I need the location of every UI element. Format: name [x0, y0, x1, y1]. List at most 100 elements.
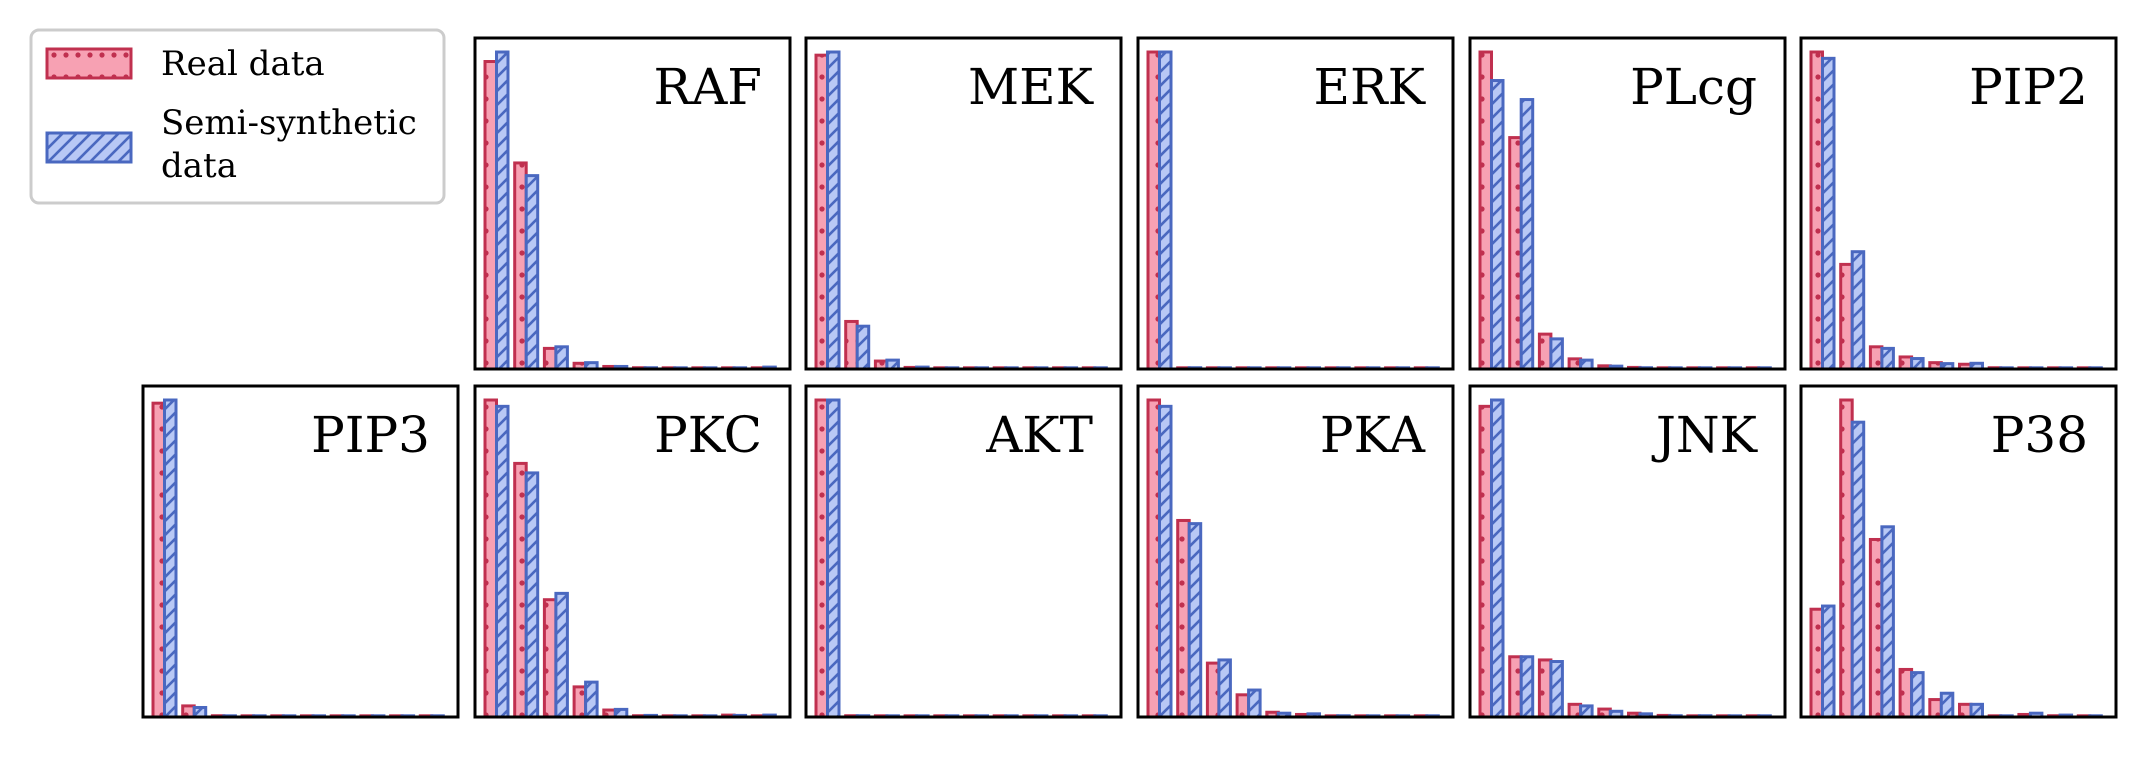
bar-p38-real-5 — [1958, 702, 1973, 719]
legend-frame — [29, 28, 446, 205]
legend: Real data Semi-synthetic data — [29, 28, 446, 205]
bar-p38-real-2 — [1868, 537, 1884, 719]
panel-title-erk: ERK — [1314, 58, 1427, 116]
panel-frame-raf — [473, 36, 792, 371]
bar-pka-synthetic-0 — [1158, 404, 1173, 719]
bar-raf-real-1 — [513, 161, 528, 371]
panel-frame-p38 — [1799, 384, 2118, 719]
bar-mek-synthetic-0 — [826, 50, 841, 371]
panel-raf: RAF — [473, 36, 792, 371]
panel-title-pip3: PIP3 — [311, 406, 430, 464]
panel-title-pka: PKA — [1320, 406, 1426, 464]
bar-pkc-synthetic-2 — [554, 591, 569, 719]
bar-pkc-real-1 — [513, 461, 528, 719]
bar-pip2-real-3 — [1898, 355, 1914, 371]
panel-grid: RAF MEK ERK PLcg PIP2 PIP3 PKC AKT PKA JNK P38 — [141, 36, 2118, 719]
legend-swatch-synthetic — [45, 131, 133, 164]
bar-raf-real-0 — [483, 60, 498, 371]
panel-frame-pkc — [473, 384, 792, 719]
bar-jnk-synthetic-2 — [1549, 660, 1564, 719]
bar-plcg-synthetic-2 — [1549, 337, 1564, 371]
bar-plcg-real-0 — [1478, 50, 1493, 371]
bar-pka-synthetic-1 — [1187, 522, 1203, 719]
panel-frame-pka — [1136, 384, 1455, 719]
panel-jnk: JNK — [1468, 384, 1787, 719]
panel-title-akt: AKT — [985, 406, 1093, 464]
legend-swatch-real — [45, 47, 133, 80]
bar-erk-real-0 — [1146, 50, 1161, 371]
bar-raf-real-2 — [542, 346, 558, 371]
panel-pkc: PKC — [473, 384, 792, 719]
bar-jnk-real-3 — [1567, 702, 1583, 719]
legend-label-synthetic-line1: Semi-synthetic — [161, 103, 417, 143]
bar-jnk-real-0 — [1478, 404, 1493, 719]
bar-p38-synthetic-1 — [1850, 420, 1866, 719]
bar-pka-synthetic-2 — [1217, 658, 1232, 719]
panel-pip2: PIP2 — [1799, 36, 2118, 371]
bar-p38-real-4 — [1928, 698, 1943, 719]
bar-p38-synthetic-2 — [1880, 525, 1895, 719]
bar-p38-real-3 — [1898, 667, 1914, 719]
panel-title-raf: RAF — [654, 58, 762, 116]
bar-p38-synthetic-3 — [1910, 671, 1925, 719]
bar-pkc-real-3 — [572, 685, 588, 719]
bar-plcg-synthetic-0 — [1490, 79, 1505, 371]
panel-frame-pip3 — [141, 384, 460, 719]
bar-jnk-synthetic-3 — [1579, 704, 1594, 719]
panel-title-pkc: PKC — [654, 406, 762, 464]
bar-pka-real-3 — [1235, 693, 1251, 719]
bar-plcg-real-1 — [1508, 136, 1523, 371]
bar-mek-real-1 — [844, 319, 859, 371]
bar-plcg-real-3 — [1567, 357, 1583, 371]
bar-p38-synthetic-5 — [1969, 702, 1984, 719]
bar-p38-real-1 — [1839, 398, 1854, 719]
panel-pip3: PIP3 — [141, 384, 460, 719]
bar-jnk-synthetic-0 — [1490, 398, 1505, 719]
bar-pip2-synthetic-2 — [1880, 346, 1895, 371]
bar-p38-real-0 — [1809, 607, 1824, 719]
panel-title-pip2: PIP2 — [1969, 58, 2088, 116]
bar-pka-synthetic-3 — [1247, 688, 1262, 719]
bar-pip2-real-0 — [1809, 50, 1824, 371]
bar-pkc-synthetic-0 — [495, 404, 510, 719]
legend-label-real: Real data — [161, 44, 325, 84]
bar-pkc-synthetic-1 — [524, 471, 540, 719]
bar-pip3-synthetic-0 — [163, 398, 178, 719]
bar-pkc-synthetic-3 — [584, 680, 599, 719]
bar-raf-synthetic-0 — [495, 50, 510, 371]
bar-pip3-real-0 — [151, 401, 166, 719]
panel-frame-plcg — [1468, 36, 1787, 371]
panel-frame-mek — [804, 36, 1123, 371]
bar-jnk-real-2 — [1537, 658, 1553, 719]
panel-erk: ERK — [1136, 36, 1455, 371]
panel-frame-pip2 — [1799, 36, 2118, 371]
bar-pip2-real-1 — [1839, 262, 1854, 371]
panel-plcg: PLcg — [1468, 36, 1787, 371]
bar-raf-synthetic-2 — [554, 345, 569, 371]
panel-frame-jnk — [1468, 384, 1787, 719]
bar-pip2-synthetic-3 — [1910, 357, 1925, 371]
bar-p38-synthetic-0 — [1821, 604, 1836, 719]
bar-pka-real-1 — [1176, 518, 1191, 719]
bar-p38-synthetic-4 — [1939, 691, 1955, 719]
panel-title-jnk: JNK — [1651, 406, 1759, 464]
bar-pip2-synthetic-0 — [1821, 56, 1836, 371]
bar-mek-synthetic-1 — [855, 324, 871, 371]
bar-pip2-synthetic-1 — [1850, 250, 1866, 371]
bar-erk-synthetic-0 — [1158, 50, 1173, 371]
panel-mek: MEK — [804, 36, 1123, 371]
panel-frame-akt — [804, 384, 1123, 719]
legend-label-synthetic-line2: data — [161, 146, 237, 186]
bar-pkc-real-0 — [483, 398, 498, 719]
panel-akt: AKT — [804, 384, 1123, 719]
panel-p38: P38 — [1799, 384, 2118, 719]
bar-pip3-real-1 — [181, 704, 196, 719]
bar-pka-real-0 — [1146, 398, 1161, 719]
bar-akt-real-0 — [814, 398, 829, 719]
bar-pkc-real-2 — [542, 598, 558, 719]
bar-plcg-real-2 — [1537, 332, 1553, 371]
bar-pip2-real-2 — [1868, 345, 1884, 371]
bar-plcg-synthetic-1 — [1519, 98, 1535, 371]
panel-title-plcg: PLcg — [1630, 58, 1757, 116]
